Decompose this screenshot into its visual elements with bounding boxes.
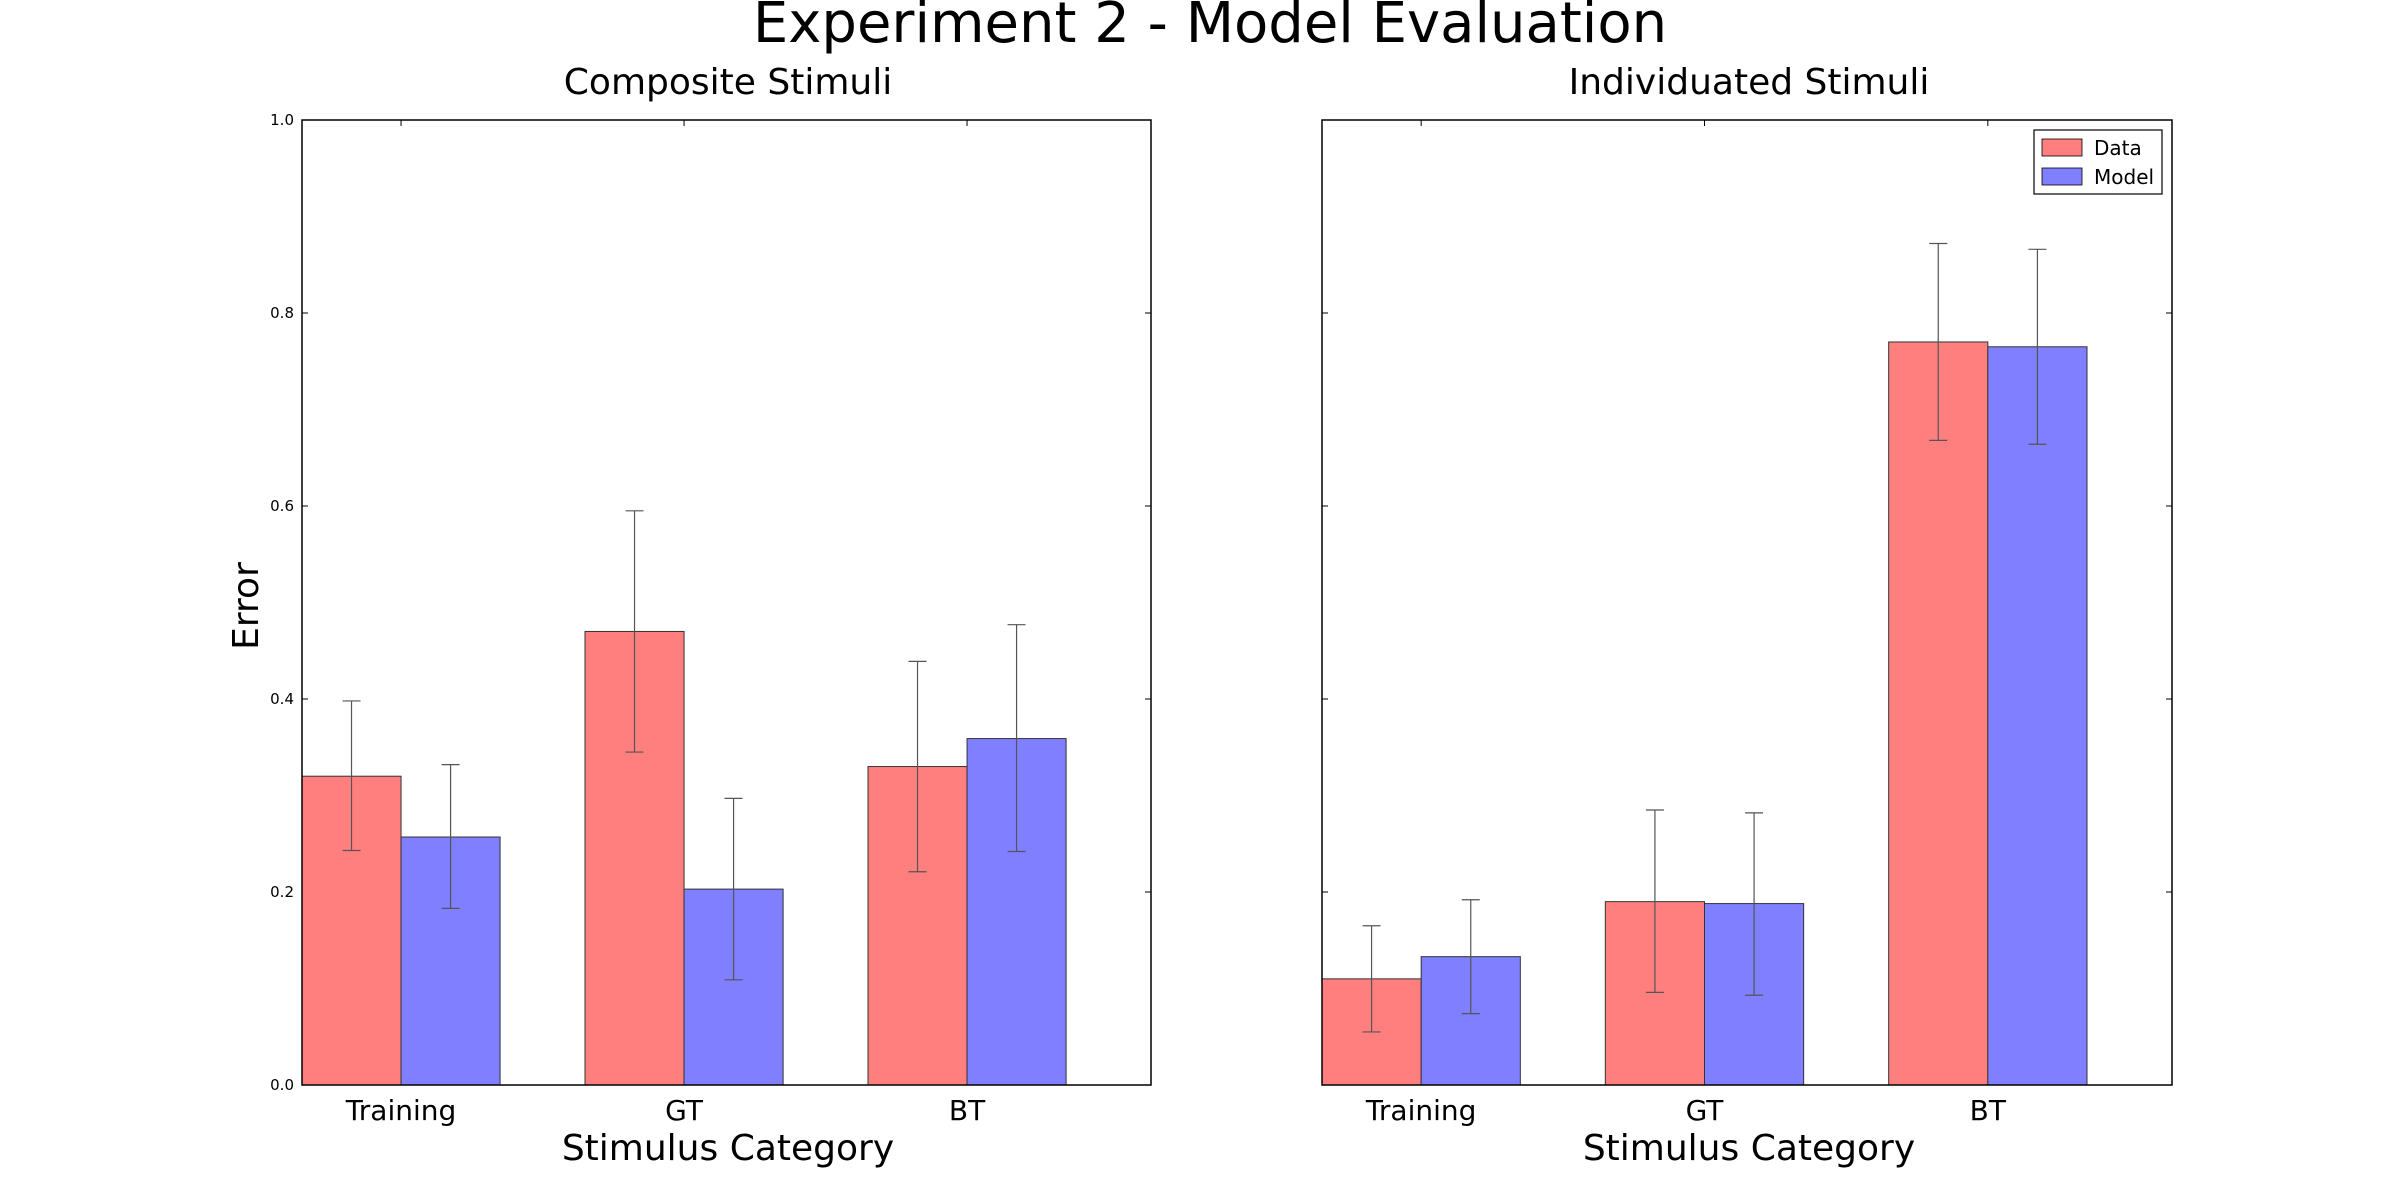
y-tick-label: 0.0: [270, 1076, 294, 1094]
x-axis-label: Stimulus Category: [1583, 1128, 1915, 1169]
panel-title: Individuated Stimuli: [1569, 62, 1930, 103]
y-tick-label: 0.4: [270, 690, 294, 708]
axes-frame: [1321, 119, 2173, 1086]
y-tick-label: 0.8: [270, 304, 294, 322]
x-tick-label: BT: [949, 1094, 986, 1127]
composite-stimuli-panel: Composite Stimuli Stimulus Category Erro…: [226, 62, 1152, 1169]
plot-area: Training GT BT: [1321, 119, 2172, 1127]
plot-area: 0.0 0.2 0.4 0.6 0.8 1.0 Training GT BT: [270, 111, 1151, 1127]
x-tick-label: GT: [665, 1094, 704, 1127]
data-bar: [1888, 341, 1989, 1086]
y-axis-label: Error: [226, 562, 267, 650]
legend-swatch-model: [2041, 167, 2083, 186]
panel-title: Composite Stimuli: [564, 62, 892, 103]
x-tick-label: Training: [345, 1094, 456, 1127]
axes-frame: [301, 119, 1152, 1086]
individuated-stimuli-panel: Individuated Stimuli Stimulus Category T…: [1321, 62, 2173, 1169]
x-tick-label: BT: [1970, 1094, 2007, 1127]
legend-swatch-data: [2041, 138, 2083, 157]
x-tick-label: GT: [1686, 1094, 1725, 1127]
legend-label-data: Data: [2094, 136, 2142, 160]
y-tick-label: 0.2: [270, 883, 294, 901]
y-tick-label: 1.0: [270, 111, 294, 129]
x-axis-label: Stimulus Category: [562, 1128, 894, 1169]
model-bar: [1987, 346, 2088, 1086]
y-tick-label: 0.6: [270, 497, 294, 515]
x-tick-label: Training: [1365, 1094, 1476, 1127]
legend: Data Model: [2033, 129, 2163, 195]
figure-title: Experiment 2 - Model Evaluation: [753, 0, 1667, 56]
legend-label-model: Model: [2094, 165, 2154, 189]
